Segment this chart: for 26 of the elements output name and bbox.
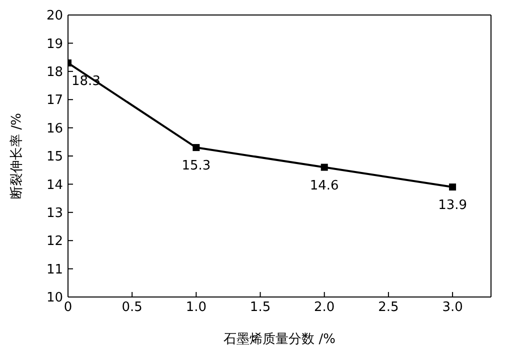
y-tick-label: 16 (46, 121, 63, 136)
x-axis-title: 石墨烯质量分数 /% (224, 332, 336, 347)
y-tick-label: 13 (46, 206, 63, 222)
point (320, 164, 328, 171)
y-tick-label: 19 (46, 36, 63, 52)
x-tick-label: 0.5 (122, 300, 142, 316)
y-tick-label: 12 (46, 234, 63, 250)
x-tick-label: 1.0 (186, 300, 207, 316)
x-tick-label: 3.0 (442, 300, 463, 316)
data-label: 15.3 (182, 158, 211, 174)
data-label: 13.9 (438, 198, 468, 214)
point (192, 144, 200, 152)
data-label: 14.6 (310, 178, 339, 194)
y-tick-label: 15 (46, 150, 63, 165)
x-tick-label: 2.0 (314, 300, 335, 316)
y-tick-label: 20 (46, 8, 63, 24)
point (449, 184, 456, 191)
x-tick-label: 1.5 (250, 300, 271, 316)
y-tick-label: 14 (46, 178, 63, 193)
y-axis-title: 断裂伸长率 /% (8, 113, 25, 199)
x-tick-label: 2.5 (378, 300, 399, 316)
y-tick-label: 11 (46, 262, 63, 278)
x-tick-label: 0 (64, 300, 72, 316)
y-tick-label: 18 (46, 65, 63, 80)
y-tick-label: 10 (46, 290, 63, 306)
y-tick-label: 17 (46, 93, 63, 108)
